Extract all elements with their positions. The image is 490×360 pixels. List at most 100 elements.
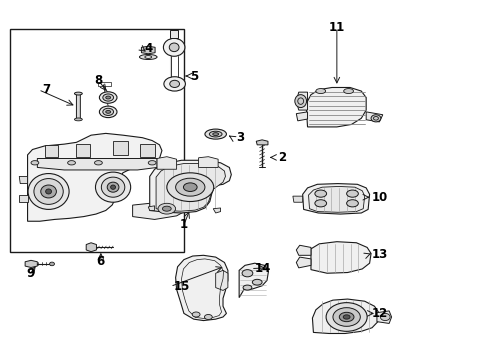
Polygon shape bbox=[37, 158, 157, 170]
Ellipse shape bbox=[205, 129, 226, 139]
Ellipse shape bbox=[49, 262, 54, 266]
Text: 12: 12 bbox=[372, 307, 388, 320]
Polygon shape bbox=[150, 160, 231, 213]
Text: 1: 1 bbox=[180, 218, 188, 231]
Ellipse shape bbox=[106, 111, 111, 113]
Text: 13: 13 bbox=[372, 248, 388, 261]
Polygon shape bbox=[296, 112, 308, 121]
Ellipse shape bbox=[315, 200, 327, 207]
Polygon shape bbox=[198, 157, 218, 167]
Polygon shape bbox=[86, 243, 97, 252]
Polygon shape bbox=[156, 163, 225, 211]
Ellipse shape bbox=[209, 131, 222, 137]
Ellipse shape bbox=[164, 77, 185, 91]
Ellipse shape bbox=[68, 161, 75, 165]
Polygon shape bbox=[213, 208, 220, 213]
Ellipse shape bbox=[316, 89, 326, 94]
Ellipse shape bbox=[46, 189, 51, 194]
Polygon shape bbox=[256, 140, 268, 145]
Polygon shape bbox=[311, 242, 371, 273]
Ellipse shape bbox=[158, 203, 175, 214]
Polygon shape bbox=[140, 144, 155, 157]
Text: 7: 7 bbox=[42, 83, 50, 96]
Ellipse shape bbox=[103, 94, 114, 101]
Polygon shape bbox=[303, 184, 369, 214]
Ellipse shape bbox=[192, 312, 200, 317]
Ellipse shape bbox=[34, 179, 63, 204]
Polygon shape bbox=[19, 176, 27, 184]
Ellipse shape bbox=[380, 314, 390, 320]
Ellipse shape bbox=[252, 279, 262, 285]
Text: 2: 2 bbox=[278, 151, 286, 164]
Ellipse shape bbox=[333, 308, 360, 326]
Ellipse shape bbox=[101, 177, 125, 197]
Polygon shape bbox=[113, 140, 128, 155]
Ellipse shape bbox=[170, 80, 179, 87]
Ellipse shape bbox=[175, 178, 205, 196]
Ellipse shape bbox=[28, 174, 69, 210]
Ellipse shape bbox=[41, 185, 56, 198]
Polygon shape bbox=[309, 186, 365, 212]
Ellipse shape bbox=[371, 115, 381, 122]
Ellipse shape bbox=[140, 54, 157, 59]
Ellipse shape bbox=[326, 303, 367, 331]
Polygon shape bbox=[296, 92, 308, 110]
Polygon shape bbox=[76, 144, 90, 157]
Text: 11: 11 bbox=[329, 21, 345, 34]
Text: 4: 4 bbox=[145, 41, 153, 54]
Text: 9: 9 bbox=[26, 267, 34, 280]
Ellipse shape bbox=[343, 89, 353, 94]
Polygon shape bbox=[27, 134, 162, 221]
Ellipse shape bbox=[95, 161, 102, 165]
Ellipse shape bbox=[339, 312, 354, 321]
Ellipse shape bbox=[106, 96, 111, 99]
Polygon shape bbox=[313, 299, 379, 333]
Text: 6: 6 bbox=[97, 255, 105, 268]
Polygon shape bbox=[170, 30, 178, 38]
Text: 8: 8 bbox=[94, 74, 102, 87]
Ellipse shape bbox=[346, 190, 358, 197]
Polygon shape bbox=[296, 245, 311, 255]
Ellipse shape bbox=[167, 173, 214, 202]
Ellipse shape bbox=[213, 133, 219, 135]
Text: 5: 5 bbox=[190, 69, 198, 82]
Text: 3: 3 bbox=[236, 131, 245, 144]
Ellipse shape bbox=[148, 161, 156, 165]
Ellipse shape bbox=[242, 270, 253, 277]
Text: 15: 15 bbox=[174, 280, 191, 293]
Ellipse shape bbox=[99, 92, 117, 103]
Ellipse shape bbox=[74, 118, 82, 121]
Polygon shape bbox=[293, 196, 303, 202]
Bar bbox=[98, 82, 111, 86]
Polygon shape bbox=[175, 255, 228, 320]
Polygon shape bbox=[296, 257, 311, 268]
Polygon shape bbox=[148, 206, 155, 211]
Polygon shape bbox=[133, 200, 189, 220]
Text: 14: 14 bbox=[255, 262, 271, 275]
Ellipse shape bbox=[169, 43, 179, 51]
Ellipse shape bbox=[107, 182, 119, 192]
Ellipse shape bbox=[183, 183, 197, 192]
Ellipse shape bbox=[111, 185, 116, 189]
Ellipse shape bbox=[31, 161, 39, 165]
Polygon shape bbox=[306, 87, 366, 127]
Ellipse shape bbox=[99, 106, 117, 118]
Ellipse shape bbox=[315, 190, 327, 197]
Polygon shape bbox=[157, 157, 176, 169]
Ellipse shape bbox=[74, 92, 82, 95]
Ellipse shape bbox=[96, 172, 131, 202]
Ellipse shape bbox=[204, 315, 212, 319]
Bar bbox=[10, 30, 184, 252]
Polygon shape bbox=[19, 195, 27, 202]
Polygon shape bbox=[45, 145, 58, 157]
Polygon shape bbox=[216, 270, 228, 291]
Polygon shape bbox=[142, 46, 155, 54]
Ellipse shape bbox=[295, 95, 307, 108]
Ellipse shape bbox=[346, 200, 358, 207]
Polygon shape bbox=[377, 311, 392, 323]
Polygon shape bbox=[25, 260, 37, 267]
Ellipse shape bbox=[162, 206, 171, 211]
Polygon shape bbox=[239, 263, 269, 298]
Ellipse shape bbox=[243, 285, 252, 290]
Polygon shape bbox=[366, 112, 383, 122]
